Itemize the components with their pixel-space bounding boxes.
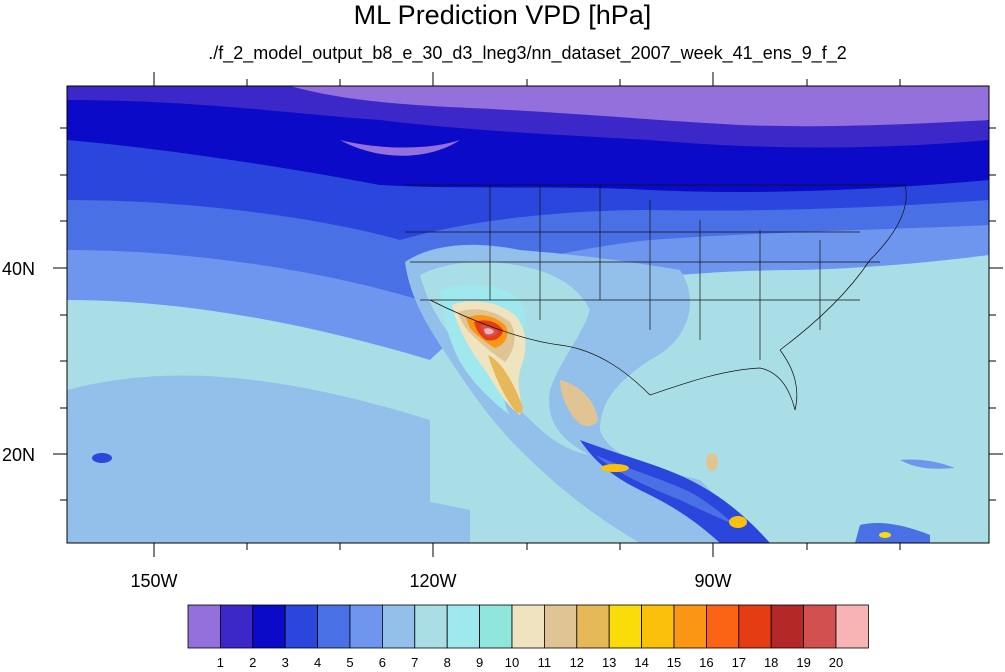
colorbar-swatch: [349, 604, 383, 649]
lat-label-20n: 20N: [2, 445, 36, 465]
colorbar-tick-label: 12: [569, 655, 585, 670]
colorbar-tick-label: 2: [249, 655, 257, 670]
colorbar-swatch: [576, 604, 610, 649]
axis-ticks: [53, 72, 1003, 557]
colorbar-tick-label: 14: [634, 655, 649, 670]
colorbar-swatch: [673, 604, 707, 649]
colorbar-swatch: [835, 604, 869, 649]
colorbar-swatch: [511, 604, 545, 649]
colorbar-tick-label: 17: [731, 655, 747, 670]
colorbar-tick-label: 11: [537, 655, 552, 670]
colorbar-tick-label: 5: [346, 655, 354, 670]
colorbar-tick-label: 6: [378, 655, 387, 670]
colorbar-swatch: [187, 604, 221, 649]
colorbar-tick-label: 13: [601, 655, 617, 670]
lon-label-90w: 90W: [694, 571, 732, 591]
colorbar-swatch: [608, 604, 643, 649]
colorbar-tick-label: 3: [281, 655, 289, 670]
colorbar-tick-label: 10: [504, 655, 520, 670]
colorbar-swatch: [544, 604, 578, 649]
vpd-contour-field: [67, 86, 989, 543]
colorbar-tick-label: 19: [796, 655, 811, 670]
colorbar-swatch: [252, 604, 286, 649]
colorbar-swatch: [381, 604, 416, 649]
colorbar-swatch: [446, 604, 481, 649]
colorbar-swatch: [219, 604, 254, 649]
colorbar-tick-label: 7: [411, 655, 419, 670]
colorbar-swatch: [479, 604, 513, 649]
colorbar-swatch: [641, 604, 675, 649]
colorbar-tick-label: 18: [763, 655, 779, 670]
colorbar-swatch: [706, 604, 740, 649]
colorbar-swatch: [284, 604, 319, 649]
colorbar-swatch: [317, 604, 351, 649]
colorbar-swatch: [738, 604, 772, 649]
colorbar-tick-label: 15: [666, 655, 682, 670]
colorbar-tick-label: 8: [443, 655, 451, 670]
colorbar-tick-label: 9: [475, 655, 484, 670]
map-subtitle: ./f_2_model_output_b8_e_30_d3_lneg3/nn_d…: [208, 43, 847, 63]
lon-label-120w: 120W: [409, 571, 457, 591]
colorbar: [187, 604, 869, 649]
colorbar-tick-label: 4: [313, 655, 322, 670]
lon-label-150w: 150W: [130, 571, 178, 591]
colorbar-swatch: [770, 604, 805, 649]
colorbar-tick-label: 1: [216, 655, 225, 670]
boundaries: [405, 184, 907, 411]
colorbar-tick-label: 20: [828, 655, 844, 670]
colorbar-swatch: [414, 604, 448, 649]
colorbar-swatch: [803, 604, 837, 649]
colorbar-tick-label: 16: [699, 655, 714, 670]
page-title: ML Prediction VPD [hPa]: [353, 0, 652, 30]
lat-label-40n: 40N: [2, 259, 36, 279]
